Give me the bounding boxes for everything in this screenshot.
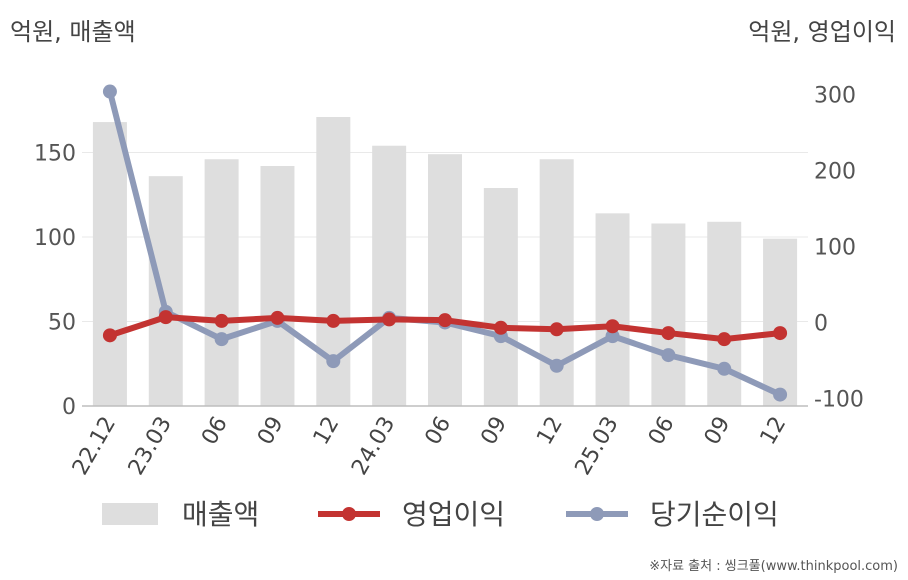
data-point [493,320,508,335]
left-tick-label: 150 [34,142,76,167]
left-axis-ticks: 0 50 100 150 [34,142,76,421]
bar [651,223,686,406]
line-series [102,84,788,402]
data-point [661,326,676,341]
x-axis: 22.12 23.03 06 09 12 24.03 06 09 12 25.03 06 09 12 [68,405,808,480]
x-tick-label: 12 [309,413,345,450]
legend-swatch-marker [590,507,604,521]
data-point [438,313,452,328]
data-point [102,328,117,343]
right-tick-label: 200 [814,160,856,185]
x-tick-label: 06 [644,413,680,450]
bar [763,238,798,406]
legend-label: 매출액 [182,498,259,531]
x-tick-label: 12 [532,413,568,450]
x-tick-label: 23.03 [124,413,177,480]
data-point [773,387,788,402]
x-tick-label: 12 [756,413,792,450]
data-point [773,326,788,341]
data-point [605,319,620,334]
source-note: ※자료 출처 : 씽크풀(www.thinkpool.com) [649,559,898,574]
data-point [158,310,173,325]
x-tick-label: 22.12 [68,413,121,480]
legend: 매출액 영업이익 당기순이익 [102,498,779,531]
bar [204,159,239,406]
right-axis-ticks: -100 0 100 200 300 [814,84,864,413]
data-point [102,84,117,99]
data-point [549,322,564,337]
data-point [717,332,732,347]
bar [92,122,127,406]
bar [595,213,630,406]
x-tick-label: 24.03 [347,413,400,480]
left-tick-label: 100 [34,226,76,251]
x-tick-label: 06 [197,413,233,450]
x-tick-label: 09 [476,413,512,450]
bar [428,154,462,406]
bar [483,187,518,406]
right-tick-label: 100 [814,235,856,260]
x-tick-label: 09 [253,413,289,450]
right-tick-label: -100 [814,387,864,412]
bar [372,145,407,407]
legend-swatch-bar [102,503,158,525]
x-tick-label: 25.03 [571,413,624,480]
legend-swatch-marker [342,507,356,521]
left-tick-label: 50 [48,311,76,336]
data-point [661,348,676,363]
legend-label: 당기순이익 [650,498,779,531]
data-point [717,361,732,376]
bar [148,176,183,406]
data-point [382,312,397,327]
data-point [214,313,229,328]
x-tick-label: 09 [700,413,736,450]
data-point [270,310,285,325]
x-tick-label: 06 [421,413,457,450]
data-point [326,354,341,369]
left-axis-unit: 억원, 매출액 [10,18,136,46]
right-axis-unit: 억원, 영업이익 [748,18,896,46]
legend-label: 영업이익 [402,498,505,531]
data-point [214,332,229,347]
bar [707,221,742,406]
right-tick-label: 0 [814,311,828,336]
right-tick-label: 300 [814,84,856,109]
data-point [326,313,341,328]
data-point [549,358,564,373]
left-tick-label: 0 [62,395,76,420]
bar [260,166,295,406]
data-point [605,329,620,344]
